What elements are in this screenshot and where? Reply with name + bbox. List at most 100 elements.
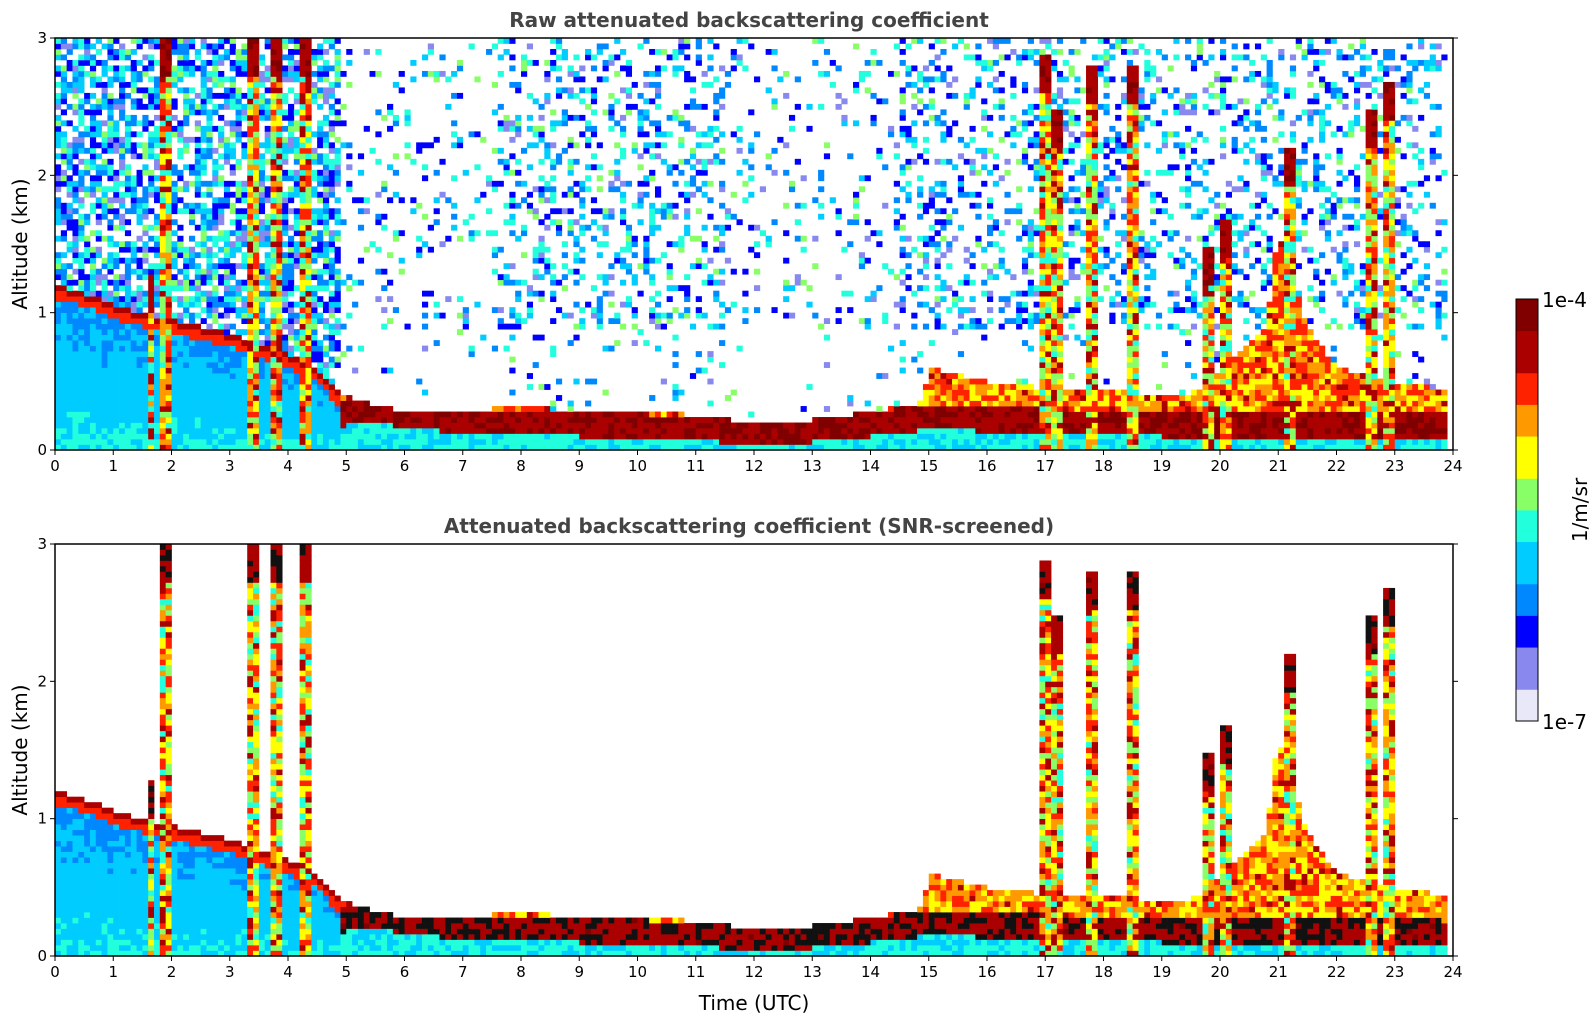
heatmap-cell <box>142 213 149 220</box>
heatmap-cell <box>124 417 132 423</box>
heatmap-cell <box>684 103 691 110</box>
heatmap-cell <box>666 444 673 451</box>
heatmap-cell <box>258 230 266 237</box>
heatmap-cell <box>678 285 685 292</box>
heatmap-cell <box>136 444 143 451</box>
heatmap-cell <box>241 362 248 368</box>
heatmap-cell <box>934 411 941 418</box>
heatmap-cell <box>748 411 755 418</box>
heatmap-cell <box>829 428 836 434</box>
heatmap-cell <box>188 373 196 379</box>
heatmap-cell <box>101 213 108 220</box>
heatmap-cell <box>119 318 126 324</box>
heatmap-cell <box>398 411 405 418</box>
heatmap-cell <box>177 406 184 412</box>
heatmap-cell <box>212 334 219 341</box>
heatmap-cell <box>264 268 271 275</box>
heatmap-cell <box>637 422 644 429</box>
heatmap-cell <box>264 318 271 324</box>
heatmap-cell <box>340 444 347 451</box>
heatmap-cell <box>60 406 67 412</box>
heatmap-cell <box>311 147 318 154</box>
heatmap-cell <box>206 307 213 314</box>
heatmap-cell <box>270 158 277 165</box>
heatmap-cell <box>247 98 254 105</box>
heatmap-cell <box>864 428 871 434</box>
heatmap-cell <box>206 411 213 418</box>
heatmap-cell <box>887 417 895 423</box>
heatmap-cell <box>165 153 172 160</box>
heatmap-cell <box>223 38 231 44</box>
heatmap-cell <box>264 367 271 374</box>
heatmap-cell <box>235 186 242 193</box>
heatmap-cell <box>521 428 528 434</box>
heatmap-cell <box>334 307 341 314</box>
heatmap-cell <box>305 318 312 324</box>
heatmap-cell <box>491 428 499 434</box>
heatmap-cell <box>247 164 254 171</box>
heatmap-cell <box>590 164 598 171</box>
heatmap-cell <box>95 312 102 319</box>
heatmap-cell <box>154 301 161 308</box>
heatmap-cell <box>567 219 574 226</box>
heatmap-cell <box>253 197 260 204</box>
heatmap-cell <box>223 158 231 165</box>
heatmap-cell <box>678 417 685 423</box>
heatmap-cell <box>550 142 557 149</box>
heatmap-cell <box>788 428 796 434</box>
heatmap-cell <box>322 70 330 77</box>
heatmap-cell <box>887 131 895 138</box>
heatmap-cell <box>119 246 126 253</box>
heatmap-cell <box>293 433 300 440</box>
heatmap-cell <box>847 241 854 248</box>
heatmap-cell <box>119 109 126 116</box>
heatmap-cell <box>212 439 219 445</box>
heatmap-cell <box>783 285 790 292</box>
heatmap-cell <box>107 356 114 363</box>
heatmap-cell <box>66 186 73 193</box>
heatmap-cell <box>188 252 196 259</box>
heatmap-cell <box>165 175 172 182</box>
heatmap-cell <box>532 213 539 220</box>
heatmap-cell <box>538 274 545 281</box>
heatmap-cell <box>55 136 62 143</box>
heatmap-cell <box>299 384 306 390</box>
heatmap-cell <box>870 114 877 121</box>
heatmap-cell <box>573 301 580 308</box>
heatmap-cell <box>130 38 137 44</box>
heatmap-cell <box>293 120 300 127</box>
heatmap-cell <box>282 38 289 44</box>
heatmap-cell <box>322 208 330 215</box>
heatmap-cell <box>322 318 330 324</box>
heatmap-cell <box>882 263 889 270</box>
heatmap-cell <box>567 400 574 407</box>
heatmap-cell <box>352 422 359 429</box>
heatmap-cell <box>421 439 429 445</box>
heatmap-cell <box>60 43 67 50</box>
heatmap-cell <box>95 213 102 220</box>
heatmap-cell <box>270 400 277 407</box>
heatmap-cell <box>235 384 242 390</box>
heatmap-cell <box>101 191 108 198</box>
heatmap-cell <box>573 180 580 187</box>
heatmap-cell <box>107 323 114 330</box>
heatmap-cell <box>223 235 231 242</box>
heatmap-cell <box>573 257 580 264</box>
heatmap-cell <box>311 235 318 242</box>
heatmap-cell <box>777 76 784 83</box>
heatmap-cell <box>84 367 91 374</box>
heatmap-cell <box>241 224 248 231</box>
heatmap-cell <box>410 433 417 440</box>
heatmap-cell <box>84 323 91 330</box>
heatmap-cell <box>282 257 289 264</box>
heatmap-cell <box>305 329 312 335</box>
heatmap-cell <box>305 191 312 198</box>
heatmap-cell <box>689 103 697 110</box>
heatmap-cell <box>608 444 615 451</box>
heatmap-cell <box>637 180 644 187</box>
heatmap-cell <box>614 428 621 434</box>
heatmap-cell <box>235 345 242 352</box>
heatmap-cell <box>288 120 295 127</box>
heatmap-cell <box>585 142 592 149</box>
heatmap-cell <box>922 433 930 440</box>
